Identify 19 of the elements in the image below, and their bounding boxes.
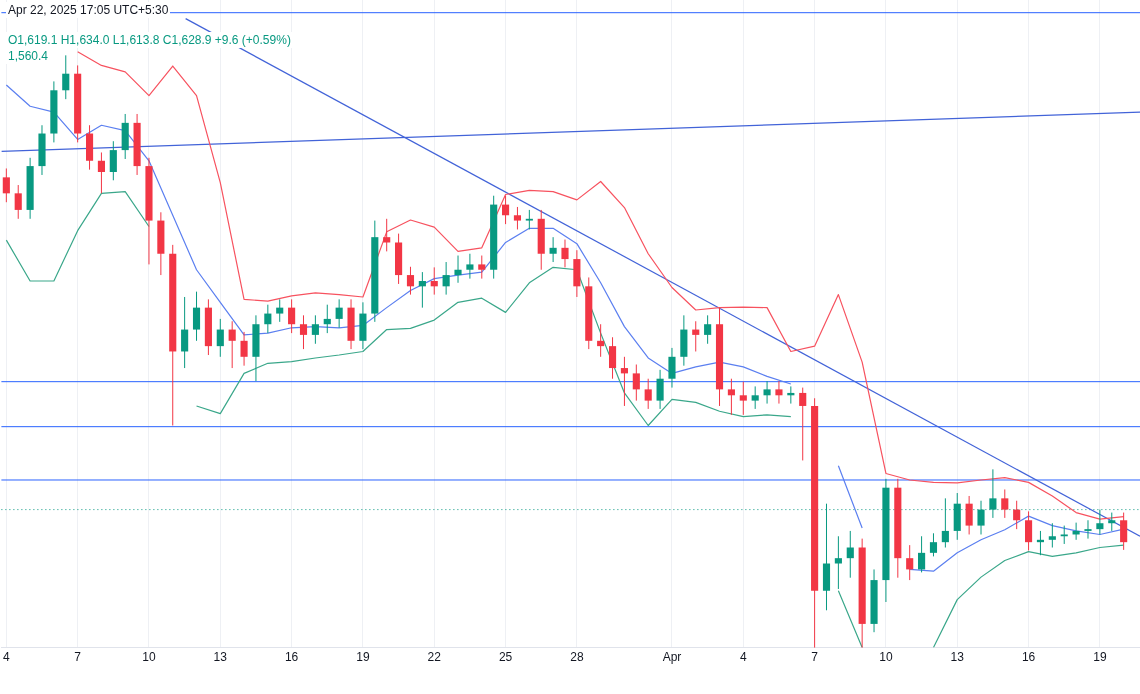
x-tick-label: 16 xyxy=(1021,650,1036,665)
x-tick-label: Apr xyxy=(662,650,682,665)
x-tick-label: 10 xyxy=(142,650,156,665)
x-tick-label: 22 xyxy=(427,650,442,665)
x-tick-label: 28 xyxy=(570,650,584,665)
x-tick-label: 4 xyxy=(739,650,747,665)
x-tick-label: 7 xyxy=(811,650,819,665)
text: O1,619.1 H1,634.0 L1,613.8 C1,628.9 +9.6 (+0.59%) xyxy=(6,32,293,48)
x-tick-label: 13 xyxy=(950,650,965,665)
x-tick-label: 13 xyxy=(213,650,228,665)
text: Apr 22, 2025 17:05 UTC+5:30 xyxy=(6,2,171,18)
annotation: 1,560.4 xyxy=(6,48,51,64)
x-tick-label: 10 xyxy=(879,650,893,665)
x-tick-label: 16 xyxy=(284,650,299,665)
x-tick-label: 19 xyxy=(1093,650,1107,665)
x-tick-label: 7 xyxy=(74,650,82,665)
x-tick-label: 25 xyxy=(498,650,513,665)
x-tick-label: 4 xyxy=(2,650,10,665)
x-tick-label: 19 xyxy=(356,650,370,665)
